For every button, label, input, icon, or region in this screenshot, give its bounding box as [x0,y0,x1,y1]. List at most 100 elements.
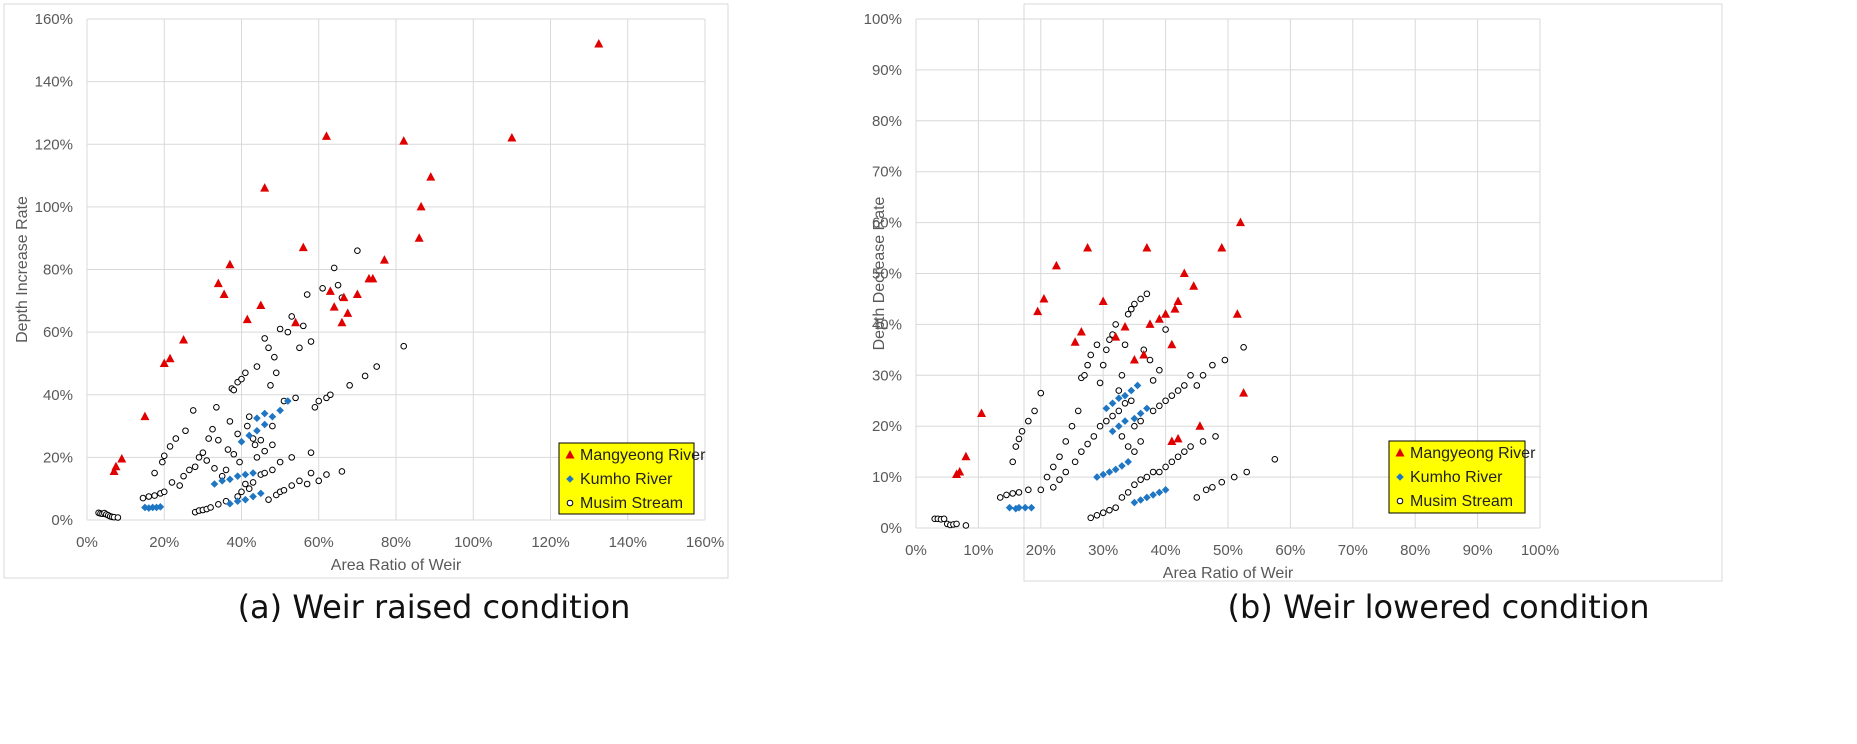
caption-a: (a) Weir raised condition [237,588,631,626]
data-point [368,273,378,283]
data-point [962,522,970,529]
data-point [1103,346,1110,354]
legend-marker [566,475,574,483]
data-point [151,492,158,499]
data-point [249,492,257,501]
data-point [215,501,222,508]
data-point [1136,496,1145,504]
x-tick-label: 90% [1463,542,1493,559]
data-point [307,338,315,345]
data-point [268,412,277,421]
x-tick-label: 40% [226,534,256,551]
data-point [1130,498,1139,507]
data-point [594,39,604,48]
y-tick-label: 20% [43,449,73,466]
legend-label: Musim Stream [580,495,683,512]
data-point [245,485,253,492]
data-point [1090,433,1098,440]
data-point [1136,409,1145,418]
data-point [222,466,230,474]
data-point [1127,397,1135,405]
data-point [323,471,330,478]
data-point [1093,473,1101,481]
data-point [226,475,234,484]
legend-marker [565,450,575,459]
legend: Mangyeong River Kumho River Musim Stream [1388,440,1536,514]
data-point [1124,443,1132,450]
data-point [1161,309,1171,318]
y-tick-label: 160% [35,11,73,28]
data-point [261,447,268,455]
data-point [1156,468,1163,476]
data-point [1239,388,1249,397]
data-point [245,413,253,420]
data-point [213,278,223,288]
scatter-chart-b: 0% 10% 20% 30% 40% 50% 60% 70% 80% 90% 100% 0% 10% 20… [864,3,1723,582]
x-tick-label: 80% [381,534,411,551]
data-point [256,300,266,310]
x-tick-label: 100% [454,534,492,551]
data-point [1062,468,1070,476]
x-tick-label: 0% [905,542,927,559]
x-tick-label: 160% [686,534,724,551]
data-point [337,317,347,327]
data-point [1193,494,1201,501]
data-point [298,242,308,252]
data-point [1209,361,1216,369]
data-point [1015,503,1023,512]
data-point [226,418,234,425]
data-point [1156,402,1163,410]
series-mangyeong-river [952,217,1249,479]
data-point [977,408,987,417]
data-point [1143,290,1151,298]
data-point [1025,417,1032,425]
data-point [1137,476,1144,483]
data-point [233,497,242,506]
data-point [284,397,292,405]
data-point [211,465,218,472]
data-point [180,472,187,480]
data-point [1131,422,1138,430]
data-point [321,131,331,140]
data-point [414,233,424,242]
data-point [311,403,319,411]
data-point [243,422,251,430]
data-point [1112,321,1119,328]
data-point [234,430,241,438]
data-point [1199,372,1207,379]
x-tick-label: 40% [1151,542,1181,559]
data-point [955,467,965,476]
data-point [1012,504,1020,513]
data-point [1173,296,1183,305]
data-point [1129,355,1139,364]
data-point [1202,486,1210,494]
x-axis-title: Area Ratio of Weir [1163,565,1294,582]
y-tick-label: 40% [43,387,73,404]
data-point [1018,427,1026,435]
data-point [1181,382,1188,389]
data-point [361,372,369,380]
data-point [1181,448,1188,455]
data-point [195,454,203,461]
data-point [1074,407,1082,415]
data-point [1156,366,1163,374]
data-point [1081,372,1088,379]
data-point [291,317,301,327]
data-point [261,469,268,477]
data-point [1131,448,1138,455]
data-point [1168,458,1176,466]
data-point [241,470,250,479]
data-point [1115,394,1123,403]
data-point [168,479,176,486]
y-tick-label: 30% [872,367,902,384]
data-point [151,469,158,477]
data-point [1118,494,1126,501]
data-point [1149,491,1157,499]
data-point [379,255,389,264]
legend-label: Mangyeong River [1410,445,1536,462]
data-point [276,406,284,415]
data-point [1071,458,1079,466]
data-point [1162,326,1169,333]
data-point [213,403,220,411]
data-point [257,489,265,498]
